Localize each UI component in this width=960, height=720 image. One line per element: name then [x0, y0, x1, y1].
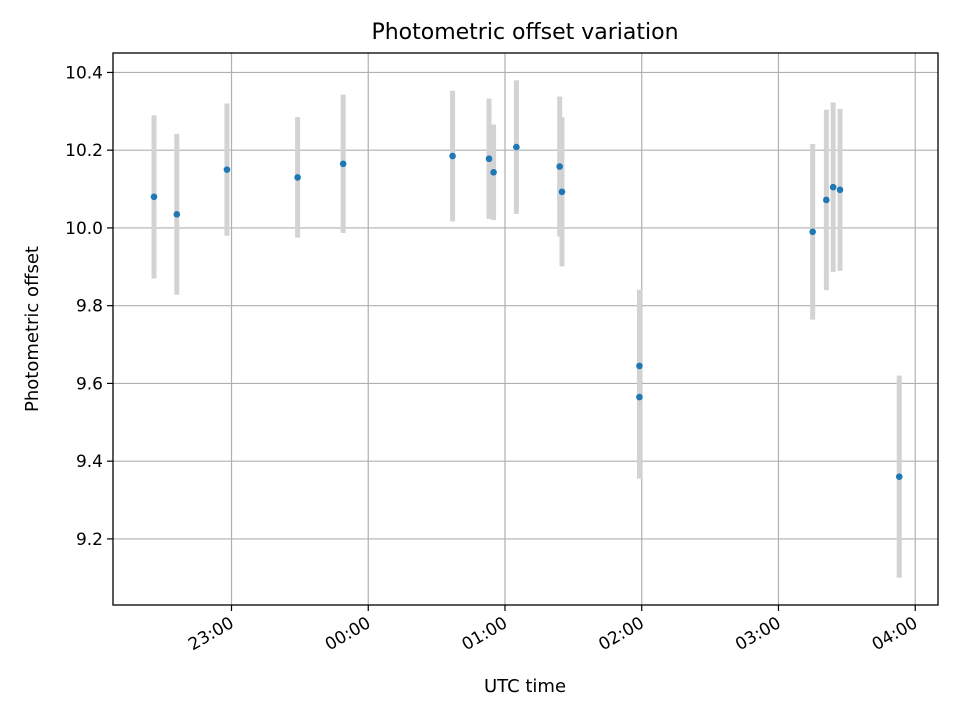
data-points [150, 143, 903, 481]
data-point [449, 152, 456, 160]
data-point [636, 393, 643, 401]
y-tick-label: 10.4 [65, 63, 103, 83]
y-axis-label: Photometric offset [22, 246, 43, 412]
data-point [294, 174, 301, 181]
y-tick-label: 10.2 [65, 141, 103, 161]
y-axis-ticks: 9.2 9.4 9.6 9.8 10.0 10.2 10.4 [65, 63, 113, 550]
grid-lines [113, 53, 938, 605]
plot-frame [112, 52, 939, 606]
data-point [223, 166, 231, 173]
data-point [823, 196, 830, 204]
y-tick-label: 9.6 [76, 374, 103, 394]
y-tick-label: 10.0 [65, 219, 103, 239]
chart-title: Photometric offset variation [371, 20, 678, 45]
data-point [836, 186, 844, 194]
data-point [173, 211, 181, 218]
data-point [829, 183, 837, 191]
data-point [636, 362, 643, 370]
data-point [490, 169, 497, 176]
data-point [895, 473, 903, 481]
data-point [339, 160, 347, 168]
data-point [513, 143, 520, 151]
data-point [150, 193, 158, 201]
y-tick-label: 9.8 [76, 297, 103, 317]
y-tick-label: 9.2 [76, 530, 103, 550]
data-point [485, 155, 493, 163]
data-point [558, 188, 566, 196]
x-axis-label: UTC time [484, 676, 566, 697]
data-point [809, 228, 816, 236]
y-tick-label: 9.4 [76, 452, 103, 472]
data-point [556, 163, 563, 170]
